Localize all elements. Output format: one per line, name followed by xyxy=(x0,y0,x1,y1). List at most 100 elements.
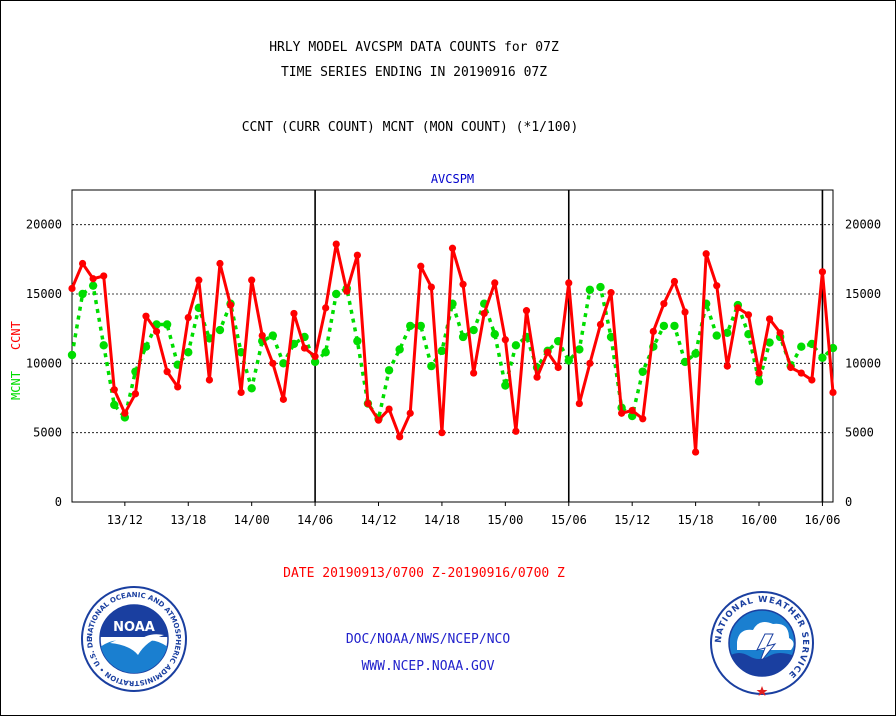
data-point-ccnt xyxy=(755,369,763,377)
y-tick-label-left: 10000 xyxy=(26,356,62,370)
data-point-mcnt xyxy=(406,321,415,331)
data-point-ccnt xyxy=(322,304,330,312)
data-point-mcnt xyxy=(162,320,172,329)
data-point-mcnt xyxy=(416,321,425,331)
data-point-mcnt xyxy=(691,349,700,358)
data-point-ccnt xyxy=(100,272,108,280)
data-point-ccnt xyxy=(470,369,478,377)
data-point-mcnt xyxy=(511,341,521,350)
data-point-ccnt xyxy=(248,276,256,284)
org-label: DOC/NOAA/NWS/NCEP/NCO xyxy=(345,632,511,647)
data-point-ccnt xyxy=(607,289,615,297)
data-point-mcnt xyxy=(78,289,87,299)
data-point-mcnt xyxy=(490,330,499,339)
x-tick-label: 13/18 xyxy=(170,513,206,527)
data-point-mcnt xyxy=(469,325,478,335)
y-axis-label-mcnt: MCNT xyxy=(9,371,23,400)
data-point-ccnt xyxy=(618,409,626,417)
data-point-ccnt xyxy=(343,287,351,295)
data-point-ccnt xyxy=(89,275,97,283)
svg-text:NOAA: NOAA xyxy=(113,620,155,635)
data-point-ccnt xyxy=(723,362,731,370)
x-tick-label: 16/06 xyxy=(804,513,840,527)
data-point-ccnt xyxy=(512,427,520,435)
y-axis-label-ccnt: CCNT xyxy=(9,321,23,350)
data-point-ccnt xyxy=(364,399,372,408)
x-tick-label: 14/06 xyxy=(297,513,333,527)
chart-title: AVCSPM xyxy=(431,172,474,186)
data-point-mcnt xyxy=(384,366,394,375)
data-point-ccnt xyxy=(226,301,235,309)
data-point-mcnt xyxy=(99,341,108,350)
data-point-ccnt xyxy=(734,304,742,312)
data-point-ccnt xyxy=(522,307,531,315)
data-point-ccnt xyxy=(649,327,657,336)
data-point-mcnt xyxy=(575,345,584,354)
data-point-mcnt xyxy=(310,357,320,367)
data-point-ccnt xyxy=(417,262,425,270)
data-point-ccnt xyxy=(152,327,161,336)
data-point-mcnt xyxy=(332,289,341,299)
data-point-mcnt xyxy=(797,342,806,351)
data-point-ccnt xyxy=(290,309,298,318)
data-point-mcnt xyxy=(247,384,256,393)
data-point-ccnt xyxy=(300,344,309,352)
chart-heading-line1: HRLY MODEL AVCSPM DATA COUNTS for 07Z xyxy=(269,40,559,55)
data-point-ccnt xyxy=(131,390,140,398)
data-point-mcnt xyxy=(670,321,679,331)
data-point-ccnt xyxy=(121,409,129,417)
data-point-mcnt xyxy=(638,367,647,376)
data-point-ccnt xyxy=(491,279,499,287)
data-point-ccnt xyxy=(702,250,710,258)
website-link[interactable]: WWW.NCEP.NOAA.GOV xyxy=(361,659,495,674)
data-point-mcnt xyxy=(141,342,151,351)
data-point-ccnt xyxy=(713,282,721,290)
data-point-mcnt xyxy=(395,345,404,354)
data-point-mcnt xyxy=(437,346,447,356)
data-point-ccnt xyxy=(174,383,182,391)
y-tick-label-left: 5000 xyxy=(33,426,62,440)
data-point-ccnt xyxy=(385,405,393,413)
data-point-mcnt xyxy=(215,325,225,335)
series-line-ccnt xyxy=(70,242,835,454)
x-tick-label: 15/12 xyxy=(614,513,650,527)
data-point-ccnt xyxy=(258,332,266,340)
data-point-mcnt xyxy=(680,357,690,367)
data-point-ccnt xyxy=(311,352,319,360)
data-point-mcnt xyxy=(606,332,616,342)
data-point-mcnt xyxy=(353,336,362,346)
data-point-ccnt xyxy=(353,251,361,259)
data-point-ccnt xyxy=(670,277,679,286)
data-point-ccnt xyxy=(554,363,562,372)
data-point-mcnt xyxy=(818,353,827,362)
data-point-ccnt xyxy=(744,311,753,319)
y-tick-label-right: 15000 xyxy=(845,287,881,301)
data-point-ccnt xyxy=(818,268,827,276)
plot-area xyxy=(71,189,834,503)
data-point-ccnt xyxy=(628,406,636,415)
data-point-ccnt xyxy=(406,409,414,417)
data-point-ccnt xyxy=(142,312,150,320)
x-tick-label: 14/00 xyxy=(234,513,270,527)
data-point-ccnt xyxy=(448,244,457,252)
data-point-ccnt xyxy=(639,415,647,423)
data-point-ccnt xyxy=(501,336,509,344)
y-tick-label-left: 0 xyxy=(55,495,62,509)
data-point-ccnt xyxy=(438,429,446,437)
date-range-label: DATE 20190913/0700 Z-20190916/0700 Z xyxy=(283,566,565,581)
data-point-ccnt xyxy=(565,279,573,287)
y-tick-label-right: 0 xyxy=(845,495,852,509)
data-point-ccnt xyxy=(427,283,435,291)
data-point-ccnt xyxy=(110,386,118,394)
x-tick-label: 15/18 xyxy=(678,513,714,527)
nws-logo: NATIONAL WEATHER SERVICE xyxy=(710,591,814,696)
data-point-mcnt xyxy=(501,381,510,390)
data-point-ccnt xyxy=(691,448,700,456)
data-point-ccnt xyxy=(184,313,192,322)
x-tick-label: 13/12 xyxy=(107,513,143,527)
data-point-mcnt xyxy=(268,331,278,340)
x-tick-label: 14/12 xyxy=(360,513,396,527)
data-point-mcnt xyxy=(67,350,77,360)
x-tick-label: 15/00 xyxy=(487,513,523,527)
data-point-ccnt xyxy=(808,376,816,384)
